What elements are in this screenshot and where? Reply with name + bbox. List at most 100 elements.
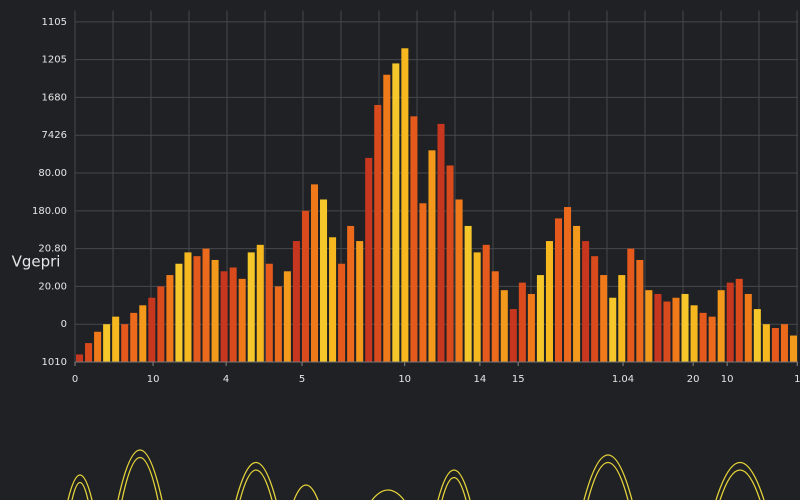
bar bbox=[717, 290, 725, 362]
x-tick-label: 15 bbox=[512, 374, 525, 385]
bar bbox=[283, 271, 291, 362]
y-tick-label: 1205 bbox=[42, 55, 67, 66]
bar bbox=[654, 293, 662, 362]
bar bbox=[419, 203, 427, 362]
bar bbox=[76, 354, 84, 362]
bar bbox=[554, 218, 563, 362]
bar bbox=[500, 290, 508, 362]
x-tick-label: 1.04 bbox=[612, 374, 634, 385]
bar bbox=[121, 324, 129, 362]
bar bbox=[274, 286, 282, 362]
x-tick-label: 0 bbox=[72, 374, 78, 385]
bar bbox=[509, 309, 517, 362]
bar bbox=[690, 305, 698, 362]
bar bbox=[202, 248, 210, 362]
y-tick-label: 1105 bbox=[42, 17, 67, 28]
bar bbox=[437, 123, 445, 362]
bar bbox=[573, 225, 581, 362]
bar bbox=[401, 48, 409, 362]
bar bbox=[148, 297, 156, 362]
bar bbox=[320, 199, 328, 362]
bar bbox=[780, 324, 788, 362]
bar bbox=[103, 324, 111, 362]
bar bbox=[193, 256, 201, 362]
y-tick-label: 1680 bbox=[42, 92, 67, 103]
wave bbox=[441, 477, 467, 500]
bar bbox=[85, 343, 93, 362]
bar bbox=[491, 271, 499, 362]
y-tick-label: 180.00 bbox=[32, 206, 67, 217]
bar bbox=[229, 267, 237, 362]
bar bbox=[356, 241, 364, 362]
bar bbox=[645, 290, 653, 362]
bar bbox=[310, 184, 319, 362]
bar bbox=[446, 165, 454, 362]
bar bbox=[591, 256, 599, 362]
bar bbox=[627, 248, 635, 362]
y-tick-label: 7426 bbox=[42, 130, 67, 141]
bar bbox=[329, 237, 337, 362]
bar bbox=[455, 199, 463, 362]
bar bbox=[762, 324, 770, 362]
bar bbox=[672, 297, 680, 362]
bar bbox=[247, 252, 255, 362]
bar bbox=[582, 241, 590, 362]
bar bbox=[663, 301, 671, 362]
y-tick-label: 20.80 bbox=[38, 244, 67, 255]
y-tick-label: 80.00 bbox=[38, 168, 67, 179]
bar bbox=[220, 271, 228, 362]
x-tick-label: 10 bbox=[398, 374, 411, 385]
bar bbox=[564, 207, 572, 362]
x-tick-label: 1 bbox=[794, 374, 800, 385]
bar bbox=[609, 297, 617, 362]
x-tick-label: 14 bbox=[474, 374, 487, 385]
bar bbox=[518, 282, 526, 362]
bar bbox=[464, 225, 472, 362]
bar bbox=[618, 275, 626, 362]
y-tick-label: 1010 bbox=[42, 357, 67, 368]
wave bbox=[293, 484, 319, 500]
wave bbox=[239, 469, 273, 500]
bar bbox=[130, 312, 138, 362]
bar bbox=[139, 305, 147, 362]
bar bbox=[166, 275, 174, 362]
bar bbox=[771, 327, 779, 362]
bar bbox=[383, 74, 391, 362]
bar bbox=[744, 293, 752, 362]
wave bbox=[121, 456, 159, 500]
wave bbox=[587, 462, 629, 500]
wave bbox=[715, 462, 765, 500]
bar bbox=[292, 241, 300, 362]
x-tick-label: 4 bbox=[223, 374, 229, 385]
bar bbox=[157, 286, 165, 362]
x-tick-label: 5 bbox=[299, 374, 305, 385]
bar bbox=[94, 331, 102, 362]
bar bbox=[735, 278, 743, 362]
wave bbox=[71, 481, 89, 500]
wave bbox=[583, 454, 633, 500]
bar bbox=[112, 316, 120, 362]
bar bbox=[482, 244, 490, 362]
y-axis-title: Vgepri bbox=[12, 253, 61, 271]
bar bbox=[708, 316, 716, 362]
bar bbox=[392, 63, 400, 363]
bar bbox=[175, 263, 183, 362]
bar bbox=[681, 293, 689, 362]
bar bbox=[699, 312, 707, 362]
x-tick-label: 10 bbox=[721, 374, 734, 385]
y-tick-label: 20.00 bbox=[38, 281, 67, 292]
bar bbox=[338, 263, 346, 362]
bar bbox=[428, 150, 436, 362]
bar bbox=[256, 244, 264, 362]
bar bbox=[536, 275, 544, 362]
bar bbox=[726, 282, 734, 362]
bar bbox=[211, 259, 219, 362]
bar bbox=[301, 210, 309, 362]
bar bbox=[473, 252, 481, 362]
bar bbox=[789, 335, 797, 362]
bar bbox=[184, 252, 192, 362]
wave bbox=[371, 489, 405, 500]
